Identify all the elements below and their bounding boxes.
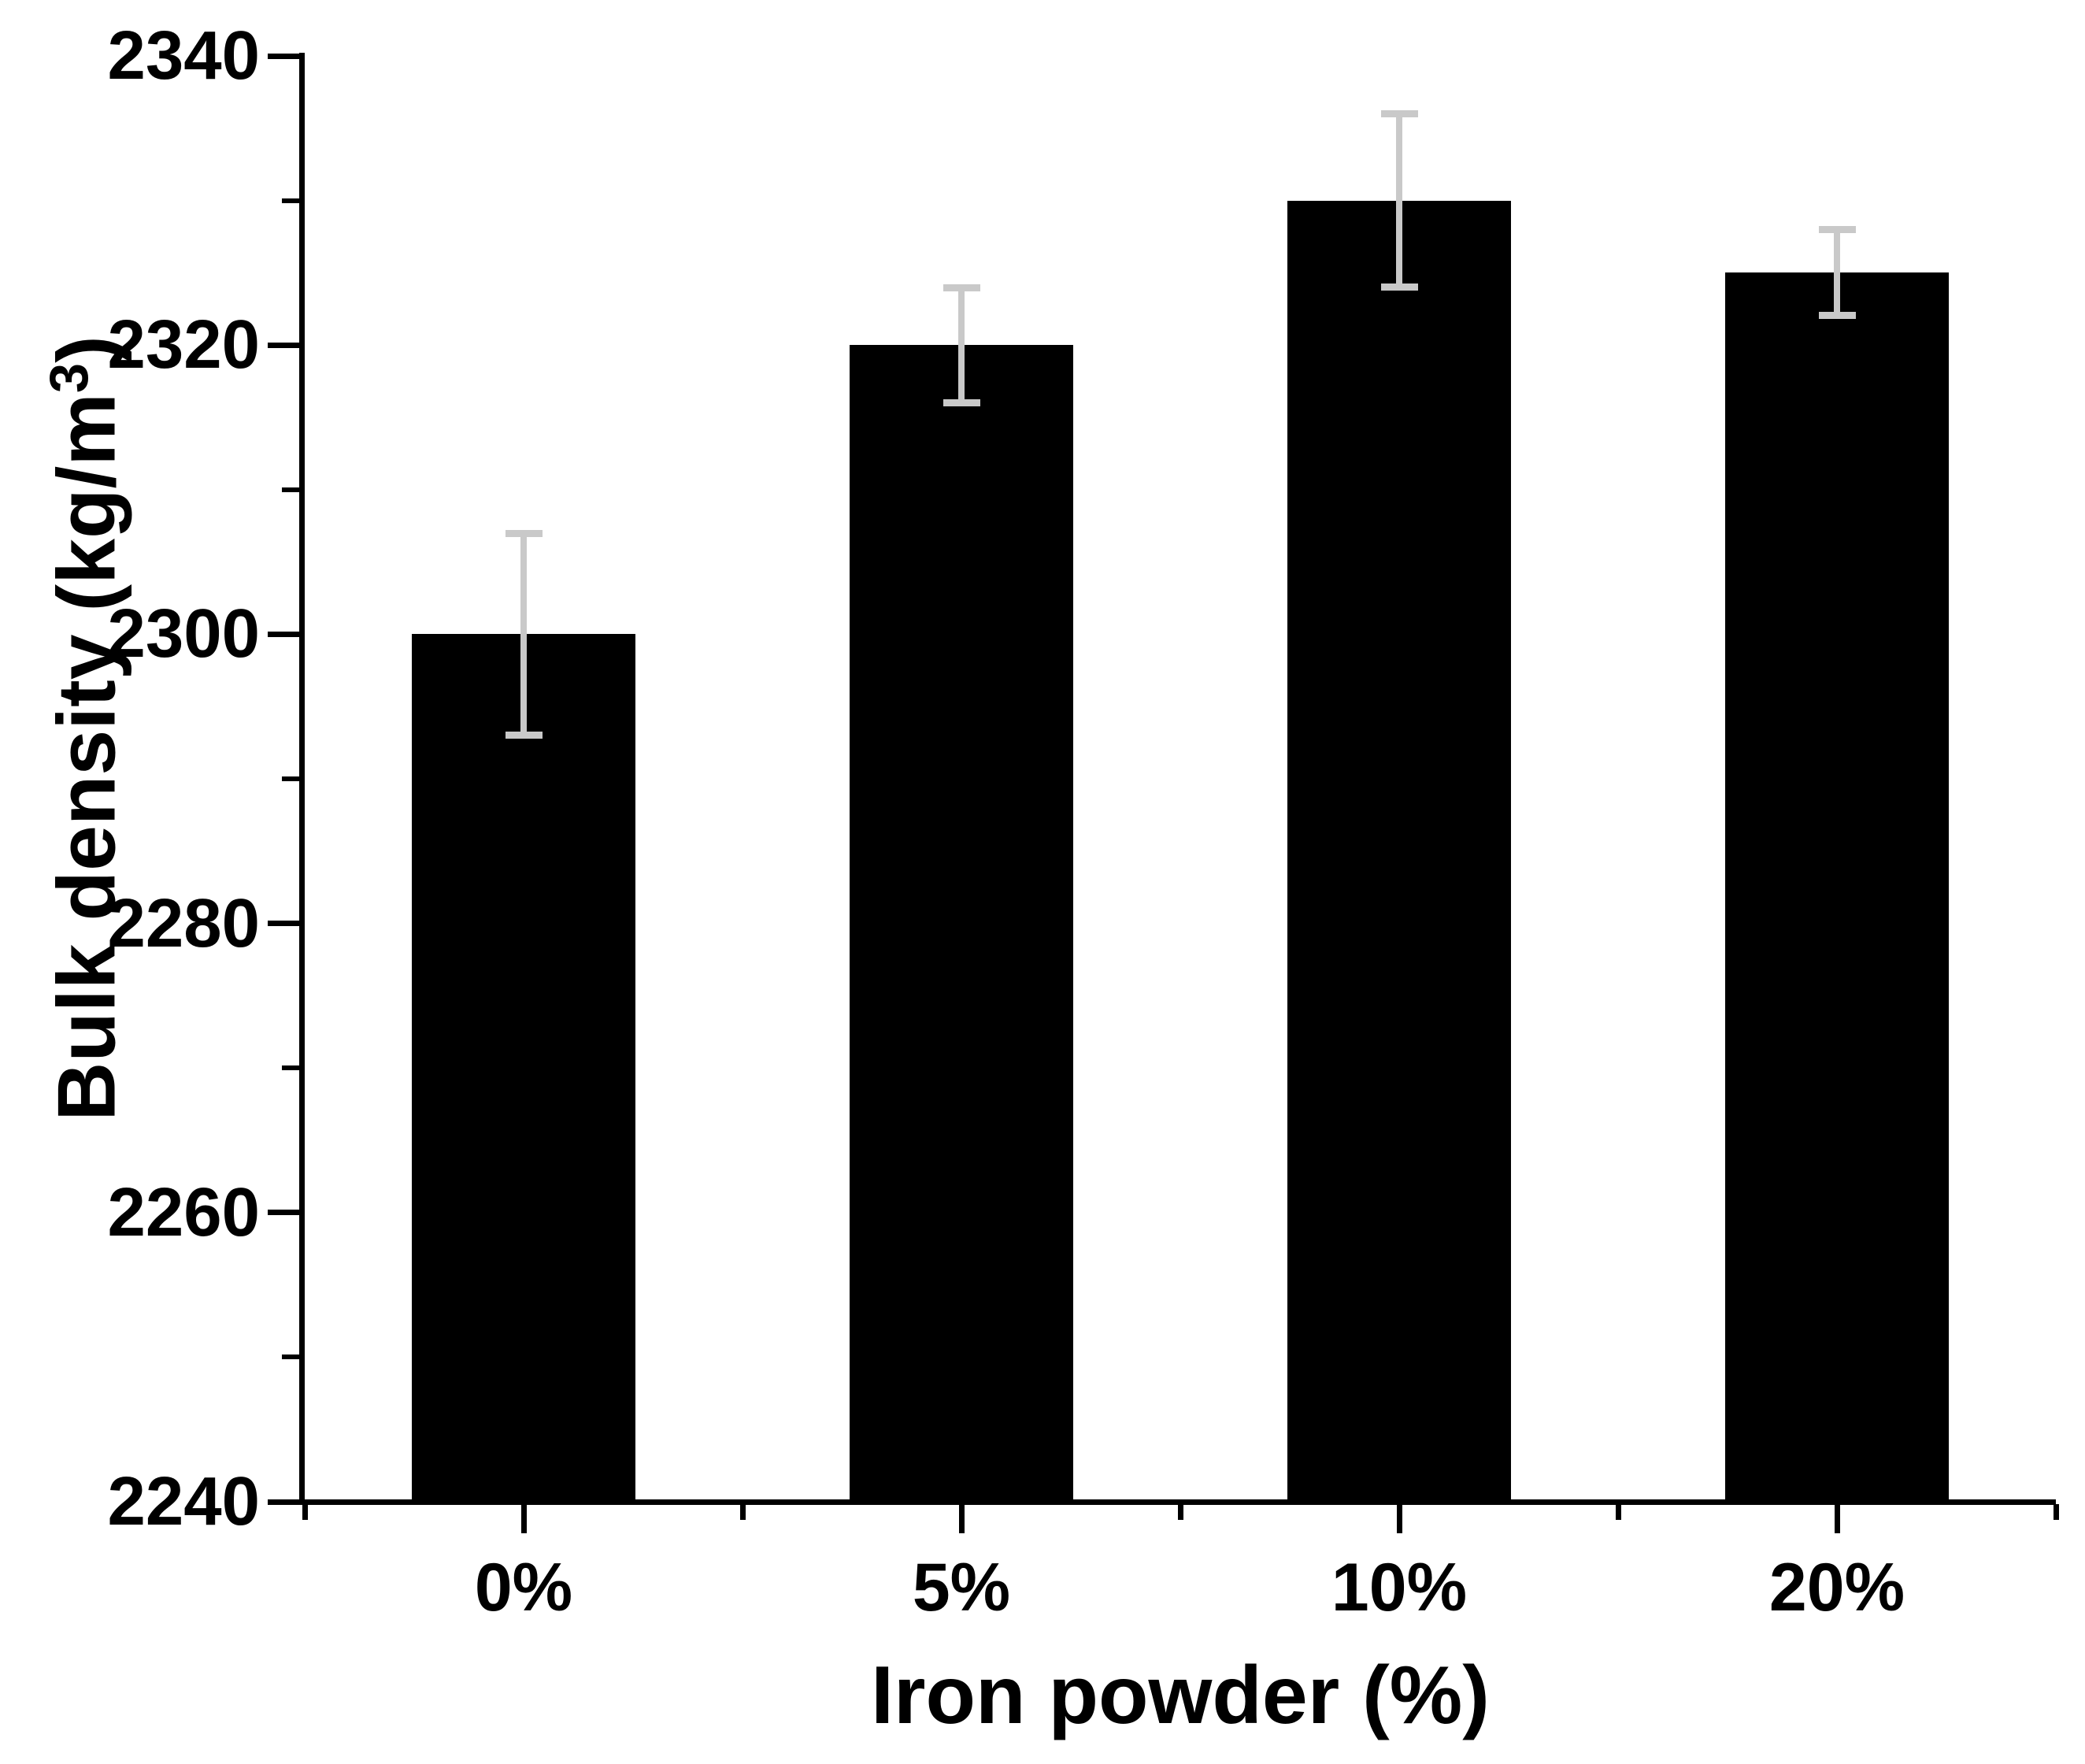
y-minor-tick (282, 487, 299, 492)
bar (1725, 272, 1949, 1502)
x-minor-tick (2053, 1504, 2059, 1520)
y-tick-label: 2340 (107, 17, 260, 94)
error-bar-stem (958, 287, 965, 403)
error-bar-cap (1380, 283, 1418, 291)
y-minor-tick (282, 198, 299, 203)
y-major-tick (268, 1210, 299, 1216)
error-bar-cap (943, 398, 980, 406)
x-tick-label: 0% (474, 1550, 573, 1625)
x-major-tick (1834, 1504, 1840, 1533)
x-axis-line (299, 1499, 2056, 1505)
y-minor-tick (282, 776, 299, 781)
x-major-tick (520, 1504, 527, 1533)
y-major-tick (268, 921, 299, 927)
error-bar-cap (1818, 226, 1856, 234)
y-minor-tick (282, 1065, 299, 1071)
error-bar-cap (1380, 110, 1418, 118)
y-axis-title-close: ) (41, 335, 133, 363)
x-axis-title: Iron powder (%) (871, 1650, 1490, 1741)
y-tick-label: 2280 (107, 884, 260, 962)
x-minor-tick (1177, 1504, 1183, 1520)
y-axis-line (299, 53, 305, 1505)
error-bar-cap (505, 731, 543, 739)
x-tick-label: 5% (912, 1550, 1011, 1625)
error-bar-cap (943, 284, 980, 291)
y-axis-title-text: Bulk density (kg/m (41, 393, 133, 1121)
y-axis-title-superscript: 3 (39, 362, 99, 394)
x-major-tick (1396, 1504, 1402, 1533)
x-minor-tick (302, 1504, 308, 1520)
y-tick-label: 2320 (107, 306, 260, 384)
error-bar-stem (1834, 229, 1840, 317)
x-minor-tick (1615, 1504, 1621, 1520)
x-tick-label: 10% (1331, 1550, 1468, 1625)
y-major-tick (268, 342, 299, 348)
error-bar-stem (1396, 113, 1402, 287)
y-major-tick (268, 631, 299, 637)
plot-area: 2240 2260 2280 2300 2320 2340 0% 5% 10% 20% (107, 20, 2059, 1623)
y-major-tick (268, 53, 299, 59)
y-minor-tick (282, 1354, 299, 1360)
error-bar-cap (505, 529, 543, 537)
y-major-tick (268, 1499, 299, 1505)
error-bar-cap (1818, 312, 1856, 320)
error-bar-stem (520, 532, 527, 736)
bar (1287, 200, 1511, 1502)
y-tick-label: 2300 (107, 595, 260, 673)
y-axis-title: Bulk density (kg/m3) (24, 177, 132, 1280)
y-tick-label: 2260 (107, 1173, 260, 1251)
bar (412, 634, 635, 1502)
bar (850, 345, 1073, 1502)
x-minor-tick (739, 1504, 746, 1520)
x-tick-label: 20% (1768, 1550, 1905, 1625)
x-major-tick (958, 1504, 965, 1533)
y-tick-label: 2240 (107, 1463, 260, 1540)
